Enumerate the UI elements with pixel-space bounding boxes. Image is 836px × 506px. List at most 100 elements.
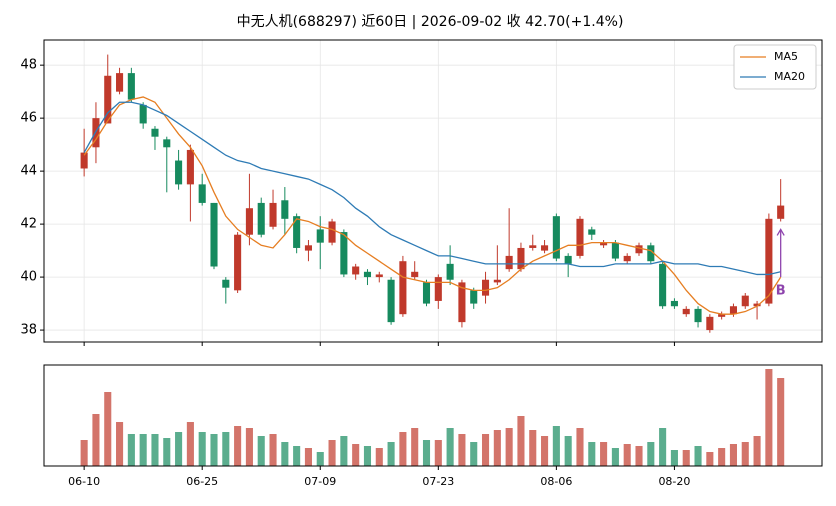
volume-bar <box>458 434 466 466</box>
volume-bar <box>505 428 513 466</box>
candle-body <box>210 202 218 267</box>
candle-body <box>541 245 549 251</box>
legend-box <box>733 44 817 90</box>
candle-body <box>729 306 737 315</box>
volume-bar <box>670 450 678 466</box>
y-tick-label: 40 <box>20 270 37 285</box>
volume-bar <box>340 436 348 466</box>
annotation: B <box>776 284 786 299</box>
volume-bar <box>659 428 667 466</box>
candle-body <box>505 255 513 270</box>
volume-bar <box>434 440 442 466</box>
candle-body <box>293 216 301 248</box>
candle-body <box>399 261 407 315</box>
candle-body <box>517 247 525 270</box>
candle-body <box>647 245 655 262</box>
volume-bar <box>222 432 230 466</box>
volume-bar <box>363 446 372 466</box>
candle-body <box>80 152 88 169</box>
candle-body <box>127 73 135 100</box>
candle-body <box>281 200 289 219</box>
candle-body <box>104 75 112 124</box>
candle-body <box>682 308 690 315</box>
candle-body <box>116 73 124 92</box>
candle-body <box>175 160 183 185</box>
volume-bar <box>375 448 383 466</box>
candle-body <box>588 229 596 235</box>
volume-bar <box>387 442 395 466</box>
y-tick-label: 38 <box>20 323 37 338</box>
candle-body <box>434 277 442 301</box>
candle-body <box>186 149 194 185</box>
volume-bar <box>481 434 490 466</box>
candle-body <box>576 218 584 256</box>
candle-body <box>139 104 147 124</box>
candle-body <box>600 242 608 246</box>
volume-bar <box>175 432 183 466</box>
y-tick-label: 42 <box>20 217 37 232</box>
candle-body <box>694 308 702 323</box>
volume-bar <box>470 442 478 466</box>
candle-body <box>363 271 372 278</box>
volume-bar <box>600 442 608 466</box>
candle-body <box>151 128 159 137</box>
volume-bar <box>116 422 124 466</box>
x-tick-label: 07-09 <box>304 475 336 488</box>
volume-bar <box>588 442 596 466</box>
annotation-arrowhead <box>776 228 785 236</box>
volume-bar <box>647 442 655 466</box>
volume-bar <box>682 450 690 466</box>
volume-bar <box>552 426 560 466</box>
volume-bar <box>694 446 702 466</box>
y-tick-label: 48 <box>20 58 37 73</box>
volume-bar <box>493 430 501 466</box>
y-tick-label: 44 <box>20 164 37 179</box>
volume-bar <box>104 392 112 466</box>
candle-body <box>470 290 478 304</box>
x-tick-label: 08-06 <box>540 475 572 488</box>
volume-bar <box>529 430 537 466</box>
chart-title: 中无人机(688297) 近60日 | 2026-09-02 收 42.70(+… <box>237 14 624 30</box>
ma-line <box>83 96 782 315</box>
volume-bar <box>210 434 218 466</box>
volume-bar <box>293 446 301 466</box>
volume-bar <box>304 448 312 466</box>
volume-bar <box>741 442 749 466</box>
volume-bar <box>541 436 549 466</box>
candle-body <box>753 303 761 307</box>
candle-body <box>670 300 678 307</box>
volume-bar <box>446 428 454 466</box>
volume-bar <box>517 416 525 466</box>
candle-body <box>234 234 242 291</box>
x-tick-label: 07-23 <box>422 475 454 488</box>
candle-body <box>375 274 383 278</box>
candle-body <box>552 216 560 259</box>
candle-body <box>328 221 336 243</box>
candle-body <box>446 263 454 280</box>
volume-bar <box>564 436 572 466</box>
x-tick-label: 06-10 <box>68 475 100 488</box>
candle-body <box>257 202 265 235</box>
candle-body <box>741 295 749 307</box>
volume-bar <box>127 434 135 466</box>
candle-body <box>304 245 312 251</box>
volume-bar <box>718 448 726 466</box>
candle-body <box>623 255 631 262</box>
volume-bar <box>399 432 407 466</box>
ma-line <box>83 101 781 276</box>
legend-label: MA20 <box>774 70 805 83</box>
candle-body <box>765 218 773 304</box>
volume-bar <box>729 444 737 466</box>
volume-bar <box>281 442 289 466</box>
volume-bar <box>706 452 714 466</box>
legend-label: MA5 <box>774 50 798 63</box>
candle-body <box>529 245 537 248</box>
candle-body <box>340 232 348 275</box>
volume-bar <box>139 434 147 466</box>
volume-bar <box>245 428 253 466</box>
candle-body <box>481 279 490 296</box>
candle-body <box>411 271 419 278</box>
volume-bar <box>316 452 324 466</box>
candle-body <box>163 139 171 148</box>
